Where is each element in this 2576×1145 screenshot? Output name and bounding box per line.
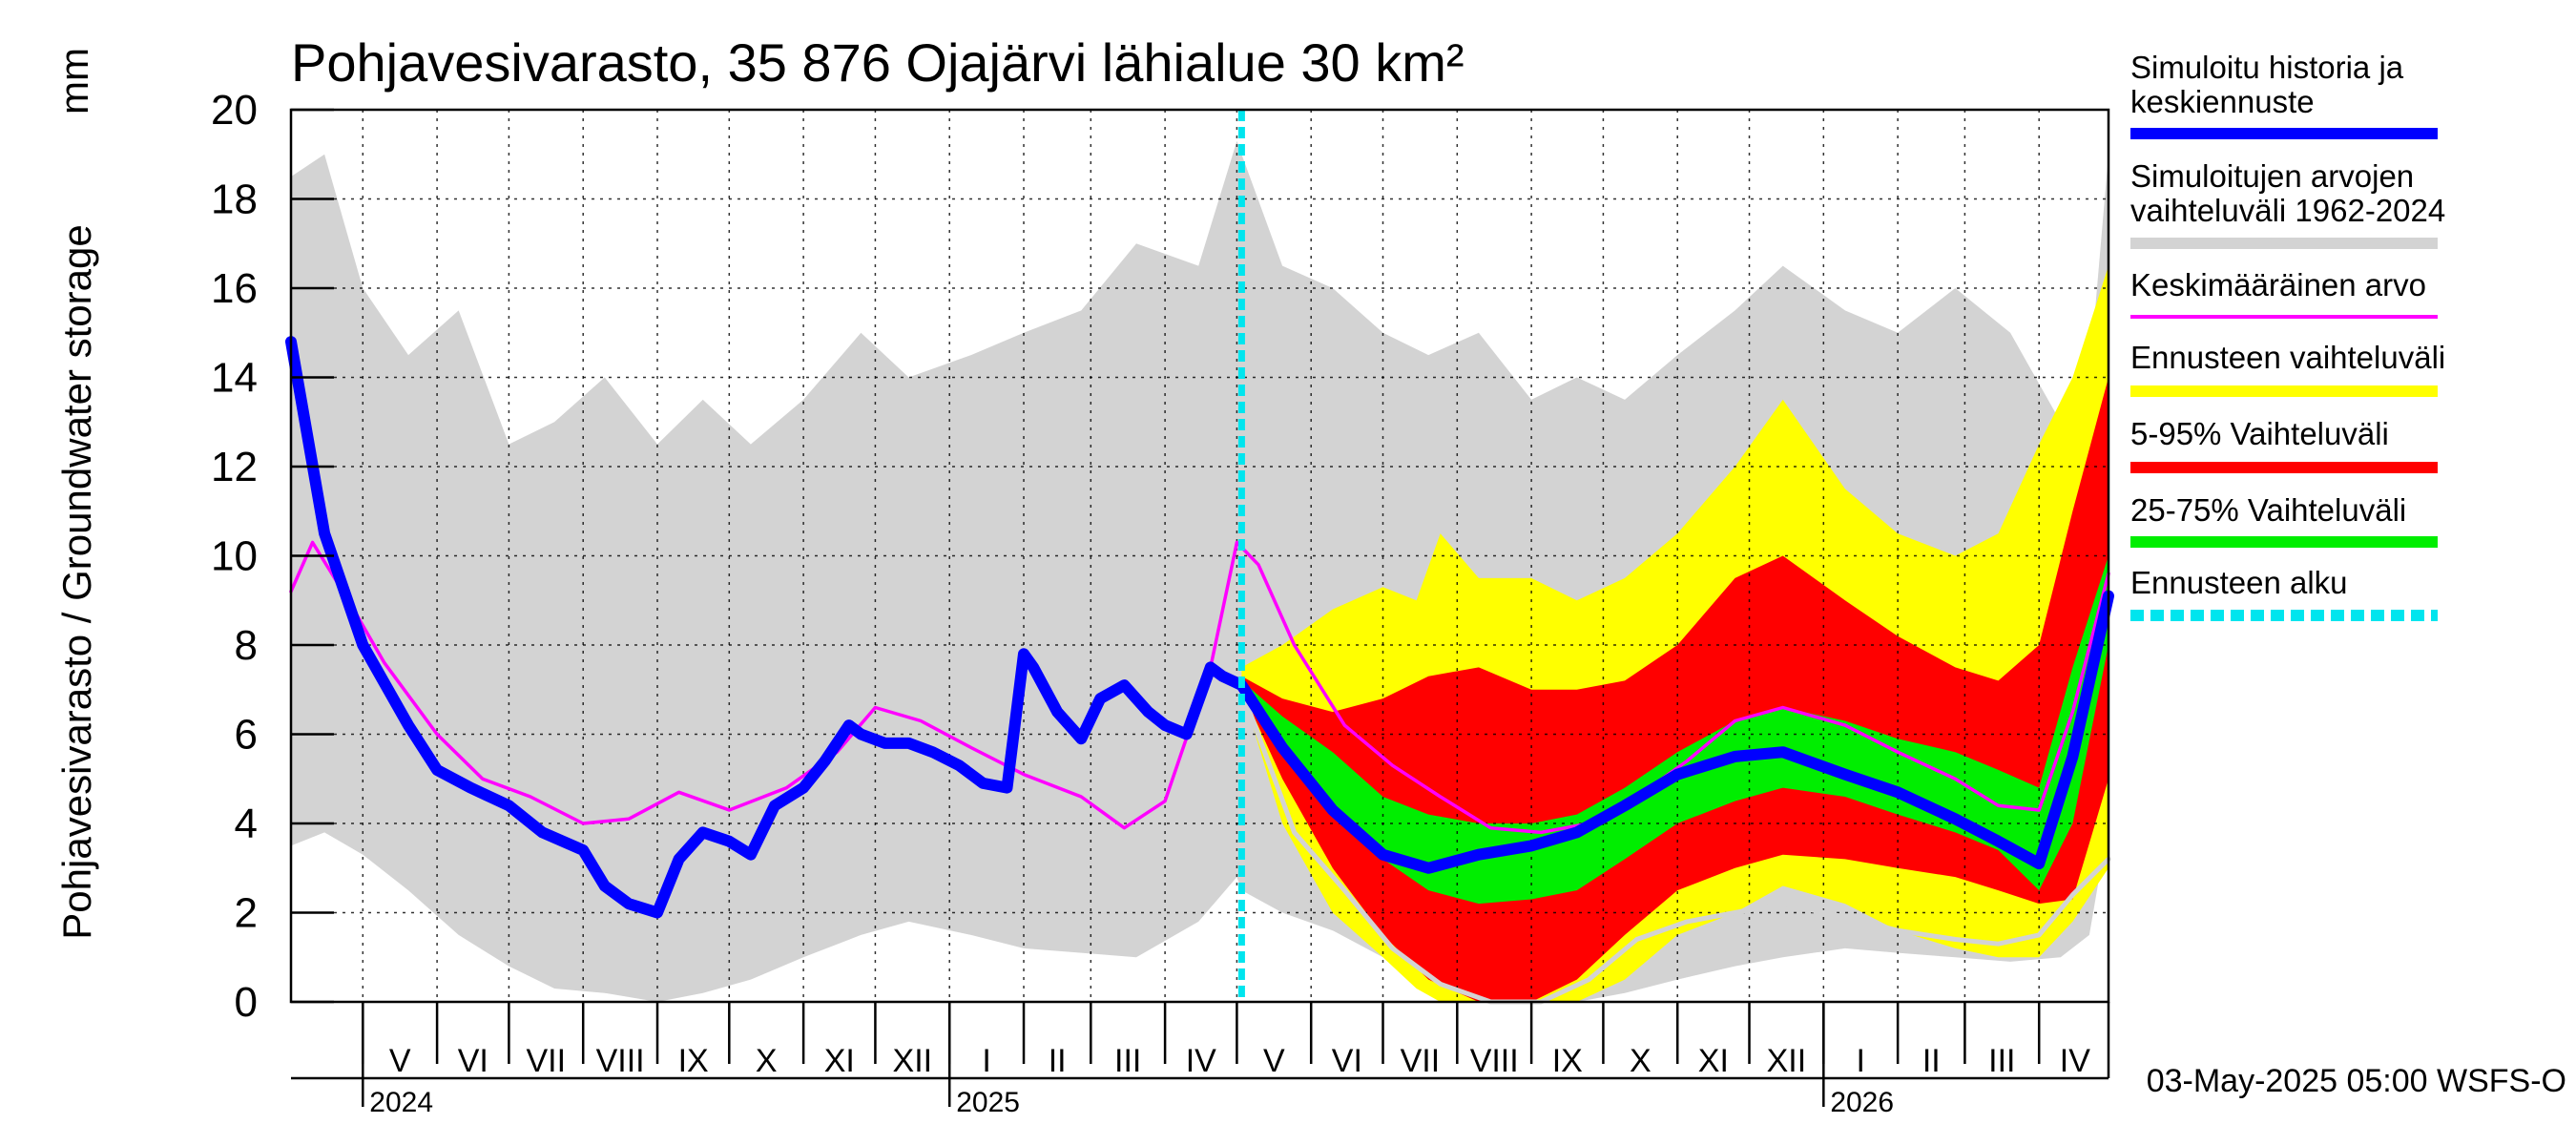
month-label: III <box>1114 1043 1141 1079</box>
month-label: XI <box>1698 1043 1729 1079</box>
month-label: VIII <box>596 1043 645 1079</box>
legend-label: Simuloitujen arvojen <box>2130 158 2414 194</box>
y-tick-label: 4 <box>235 801 258 847</box>
chart-title: Pohjavesivarasto, 35 876 Ojajärvi lähial… <box>291 32 1465 93</box>
y-axis-label: Pohjavesivarasto / Groundwater storage <box>54 224 99 939</box>
y-tick-label: 8 <box>235 622 258 669</box>
month-label: VII <box>1401 1043 1441 1079</box>
y-tick-label: 6 <box>235 712 258 759</box>
legend-label: 25-75% Vaihteluväli <box>2130 492 2406 528</box>
year-label: 2025 <box>956 1087 1020 1118</box>
band-25-75-vaihteluv-li <box>1241 555 2109 905</box>
x-axis: V VI VII VIII IX X XI XII I II III IV V VI VII VIII IX X X… <box>291 1002 2110 1118</box>
y-tick-label: 16 <box>211 265 258 312</box>
y-axis-unit: mm <box>52 48 96 114</box>
series-line-forecast-minimum <box>1238 687 2111 1005</box>
y-axis: 0 2 4 6 8 10 12 14 16 18 20 <box>211 87 334 1026</box>
month-label: XI <box>824 1043 855 1079</box>
legend-label: vaihteluväli 1962-2024 <box>2130 193 2445 228</box>
band-layer <box>291 140 2109 1003</box>
grid-layer <box>291 110 2109 1002</box>
legend-label: Simuloitu historia ja <box>2130 50 2404 85</box>
month-label: IV <box>2060 1043 2090 1079</box>
month-label: XII <box>1767 1043 1807 1079</box>
month-label: X <box>756 1043 778 1079</box>
month-label: II <box>1049 1043 1067 1079</box>
series-line-simuloitu-historia-ja-keskiennuste <box>285 336 2114 919</box>
year-label: 2024 <box>369 1087 433 1118</box>
legend-label: 5-95% Vaihteluväli <box>2130 416 2389 451</box>
legend-label: keskiennuste <box>2130 84 2315 119</box>
y-tick-label: 0 <box>235 979 258 1026</box>
y-tick-label: 14 <box>211 355 258 402</box>
month-label: VI <box>1332 1043 1362 1079</box>
month-label: IX <box>1552 1043 1583 1079</box>
month-label: IX <box>678 1043 709 1079</box>
year-label: 2026 <box>1830 1087 1894 1118</box>
month-label: VI <box>458 1043 488 1079</box>
y-tick-label: 12 <box>211 444 258 490</box>
month-label: V <box>389 1043 411 1079</box>
month-label: I <box>1857 1043 1865 1079</box>
line-layer <box>285 110 2114 1005</box>
y-tick-label: 10 <box>211 533 258 580</box>
month-label: I <box>982 1043 990 1079</box>
y-tick-label: 2 <box>235 890 258 937</box>
y-tick-label: 18 <box>211 177 258 223</box>
footer-timestamp: 03-May-2025 05:00 WSFS-O <box>2147 1063 2566 1099</box>
month-label: VIII <box>1470 1043 1519 1079</box>
month-label: II <box>1922 1043 1941 1079</box>
month-label: X <box>1630 1043 1652 1079</box>
month-label: XII <box>893 1043 933 1079</box>
legend-label: Ennusteen alku <box>2130 565 2348 600</box>
month-label: IV <box>1186 1043 1216 1079</box>
y-tick-label: 20 <box>211 87 258 134</box>
month-label: V <box>1263 1043 1285 1079</box>
legend-label: Keskimääräinen arvo <box>2130 267 2426 302</box>
month-label: VII <box>527 1043 567 1079</box>
legend-label: Ennusteen vaihteluväli <box>2130 340 2445 375</box>
month-label: III <box>1988 1043 2015 1079</box>
